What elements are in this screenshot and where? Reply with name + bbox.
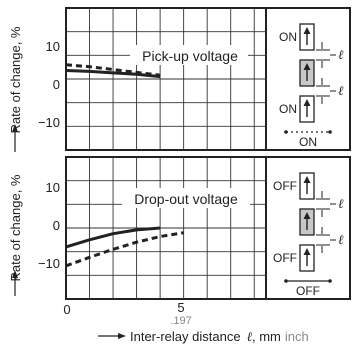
- top-relay-mid-arrow-head: [303, 63, 311, 70]
- bottom-ytick-0: 0: [53, 218, 60, 233]
- top-relay-diagram: ON ON ℓ ℓ ON: [279, 23, 344, 149]
- top-relay-top-arrow-head: [303, 27, 311, 34]
- xtick-0: 0: [63, 302, 70, 317]
- top-ylabel-arrow: [12, 124, 18, 152]
- top-chart-title: Pick-up voltage: [142, 48, 238, 64]
- bottom-ylabel-arrow: [12, 270, 18, 296]
- xaxis-label: Inter-relay distance ℓ, mm inch: [130, 329, 309, 345]
- top-series-solid: [65, 68, 161, 79]
- top-dim-upper-label: ℓ: [338, 48, 344, 63]
- bottom-dim-upper-label: ℓ: [338, 197, 344, 212]
- bottom-title-bg: [122, 188, 250, 208]
- bottom-ytick-neg10: −10: [38, 256, 60, 271]
- top-series-dashed: [65, 63, 161, 77]
- bottom-chart-title: Drop-out voltage: [134, 191, 238, 207]
- top-title-bg: [130, 45, 248, 65]
- top-dim-lower-label: ℓ: [338, 84, 344, 99]
- bottom-caption-dot-left: [284, 279, 288, 283]
- bottom-series-solid: [65, 226, 161, 249]
- bottom-series-group: [65, 226, 184, 268]
- bottom-relay-bottom-arrow-head: [303, 248, 311, 255]
- top-relay-top-state: ON: [279, 30, 297, 44]
- xaxis-var: ℓ: [247, 330, 253, 345]
- bottom-ytick-10: 10: [46, 180, 60, 195]
- top-caption-dot-right: [328, 130, 332, 134]
- bottom-relay-mid-arrow-head: [303, 212, 311, 219]
- top-caption-dot-left: [284, 130, 288, 134]
- xaxis-unit: , mm: [252, 329, 281, 344]
- xlabel-arrow: [98, 333, 126, 339]
- bottom-relay-top-arrow-head: [303, 176, 311, 183]
- bottom-caption-dot-right: [328, 279, 332, 283]
- bottom-relay-bottom-state: OFF: [273, 251, 297, 265]
- bottom-dim-lower-label: ℓ: [338, 233, 344, 248]
- xaxis-label-text: Inter-relay distance: [130, 329, 241, 344]
- xtick-5: 5: [177, 300, 184, 315]
- top-ytick-10: 10: [46, 39, 60, 54]
- bottom-caption-text: OFF: [296, 284, 320, 298]
- top-relay-bottom-arrow-head: [303, 99, 311, 106]
- bottom-grid: [66, 157, 266, 299]
- top-grid: [66, 8, 266, 150]
- xtick-5-inch: .197: [170, 315, 191, 327]
- top-ytick-neg10: −10: [38, 115, 60, 130]
- bottom-relay-top-state: OFF: [273, 179, 297, 193]
- top-caption-text: ON: [299, 135, 317, 149]
- bottom-ylabel: Rate of change, %: [8, 174, 23, 281]
- top-ylabel: Rate of change, %: [8, 26, 23, 133]
- top-ytick-0: 0: [53, 77, 60, 92]
- bottom-relay-diagram: OFF OFF ℓ ℓ OFF: [273, 172, 344, 298]
- xaxis-unit-inch: inch: [285, 329, 309, 344]
- top-relay-bottom-state: ON: [279, 102, 297, 116]
- bottom-series-dashed: [65, 231, 184, 268]
- top-series-group: [65, 63, 161, 79]
